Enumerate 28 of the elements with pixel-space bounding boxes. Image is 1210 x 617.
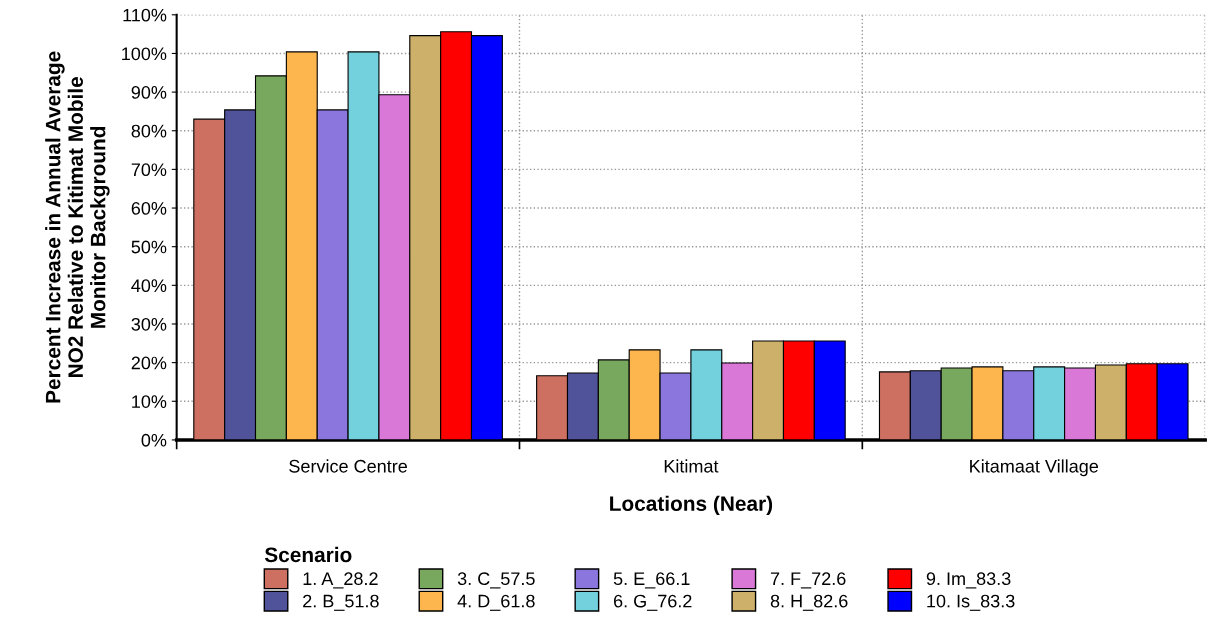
x-tick-label: Service Centre [289, 459, 407, 473]
y-tick-label: 110% [123, 8, 167, 22]
legend-label: 2. B_51.8 [303, 594, 379, 611]
y-axis-title: Percent Increase in Annual Average NO2 Relative to Kitimat Mobile Monitor Background [45, 51, 110, 403]
y-tick-label: 60% [131, 201, 167, 215]
y-tick-label: 50% [131, 240, 167, 254]
x-tick-label: Kitamaat Village [970, 459, 1099, 477]
legend-label: 4. D_61.8 [457, 594, 535, 611]
legend-label: 9. Im_83.3 [926, 572, 1011, 589]
legend-label: 6. G_76.2 [614, 594, 692, 611]
legend-title: Scenario [264, 546, 352, 563]
y-tick-label: 0% [141, 433, 167, 447]
x-tick-label: Kitimat [664, 459, 719, 473]
y-tick-label: 40% [131, 279, 167, 293]
x-axis-title: Locations (Near) [610, 495, 773, 516]
legend-label: 7. F_72.6 [770, 572, 846, 589]
y-tick-label: 100% [122, 47, 167, 61]
y-tick-label: 70% [131, 163, 167, 177]
legend-label: 10. Is_83.3 [927, 594, 1015, 611]
legend-label: 5. E_66.1 [613, 572, 690, 589]
legend-label: 3. C_57.5 [457, 572, 535, 589]
legend-label: 1. A_28.2 [303, 572, 378, 589]
y-tick-label: 80% [131, 124, 167, 138]
y-tick-label: 20% [131, 356, 167, 370]
y-tick-label: 30% [131, 317, 167, 331]
legend-label: 8. H_82.6 [770, 594, 848, 611]
y-tick-label: 10% [132, 395, 167, 408]
y-tick-label: 90% [131, 86, 167, 99]
